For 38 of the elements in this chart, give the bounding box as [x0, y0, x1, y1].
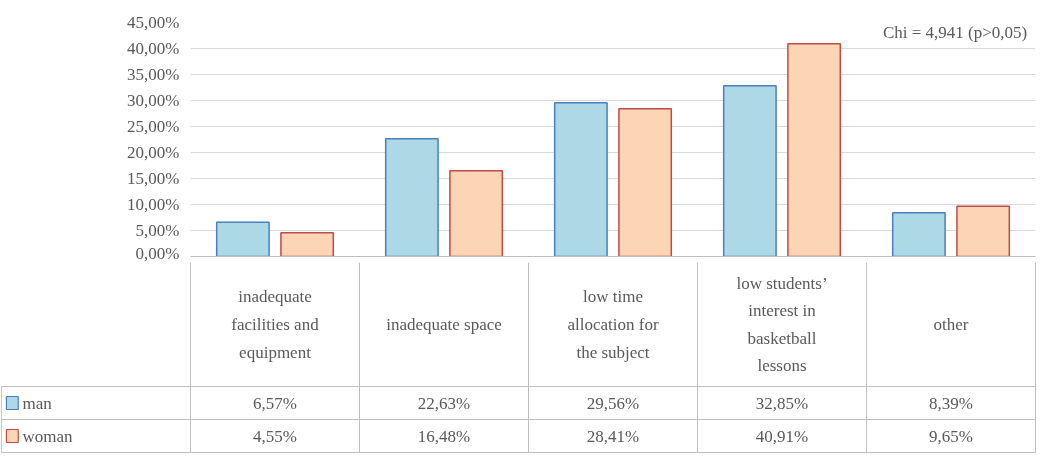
y-tick-label: 40,00%	[127, 39, 180, 58]
data-label: 22,63%	[417, 393, 471, 413]
data-label: 6,57%	[253, 393, 297, 413]
data-label: 4,55%	[253, 426, 297, 446]
data-label: 29,56%	[586, 393, 640, 413]
bar	[787, 43, 842, 257]
bar	[280, 232, 335, 257]
y-tick-label: 15,00%	[127, 169, 180, 188]
bar	[891, 212, 946, 257]
bar	[449, 170, 504, 257]
y-tick-label: 25,00%	[127, 117, 180, 136]
legend-label: man	[22, 393, 53, 413]
annotation: Chi = 4,941 (p>0,05)	[882, 22, 1028, 42]
x-tick-label: low students’ interest in basketball lessons	[736, 273, 828, 376]
data-label: 28,41%	[586, 426, 640, 446]
bar	[384, 138, 439, 257]
bar	[722, 84, 777, 257]
y-tick-label: 30,00%	[127, 91, 180, 110]
data-label: 32,85%	[755, 393, 809, 413]
y-tick-label: 20,00%	[127, 143, 180, 162]
y-tick-label: 5,00%	[135, 221, 180, 240]
data-label: 16,48%	[417, 426, 471, 446]
data-label: 40,91%	[755, 426, 809, 446]
y-tick-label: 45,00%	[127, 13, 180, 32]
y-tick-label: 35,00%	[127, 65, 180, 84]
x-tick-label: low time allocation for the subject	[567, 287, 659, 362]
y-tick-label: 10,00%	[127, 195, 180, 214]
data-label: 9,65%	[929, 426, 973, 446]
legend-label: woman	[22, 426, 74, 446]
x-tick-label: other	[933, 315, 969, 334]
bar	[618, 108, 673, 257]
data-label: 8,39%	[929, 393, 973, 413]
x-tick-label: inadequate space	[386, 315, 502, 334]
bar	[215, 221, 270, 257]
x-tick-label: inadequate facilities and equipment	[231, 287, 320, 362]
bar	[956, 205, 1011, 257]
y-tick-label: 0,00%	[135, 243, 180, 263]
bar	[553, 102, 608, 257]
